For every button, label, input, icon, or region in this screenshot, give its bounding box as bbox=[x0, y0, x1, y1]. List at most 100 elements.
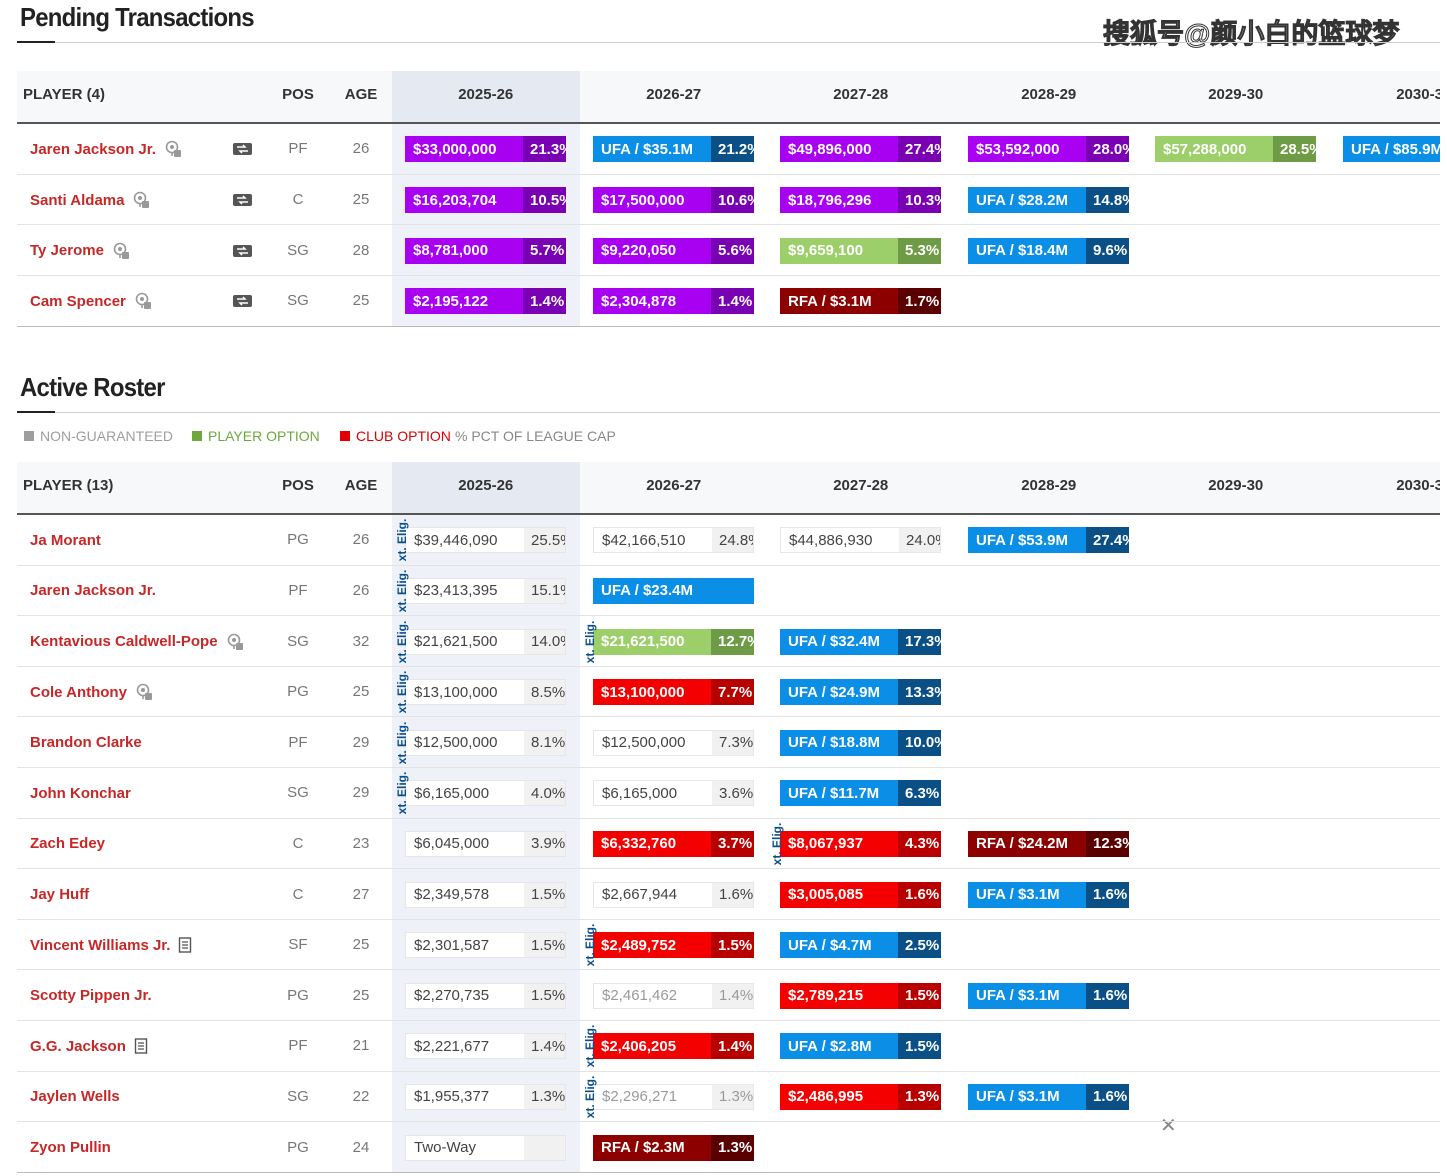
player-name[interactable]: Kentavious Caldwell-Pope bbox=[30, 633, 218, 650]
legend-item: PLAYER OPTION bbox=[192, 428, 320, 444]
legend-swatch bbox=[192, 431, 202, 441]
ufa-cell: UFA / $23.4M bbox=[593, 577, 754, 604]
amount: UFA / $4.7M bbox=[780, 932, 898, 959]
player-name[interactable]: Zach Edey bbox=[30, 835, 106, 853]
player-name[interactable]: Scotty Pippen Jr. bbox=[30, 987, 152, 1005]
pct: 1.4% bbox=[524, 1034, 565, 1059]
age-header: AGE bbox=[344, 477, 378, 494]
pos-header: POS bbox=[282, 477, 314, 494]
pct: 1.4% bbox=[711, 1033, 754, 1060]
row-rule bbox=[17, 817, 1440, 819]
pct: 4.3% bbox=[898, 830, 941, 857]
age: 32 bbox=[352, 632, 370, 650]
player-name[interactable]: Jaren Jackson Jr. bbox=[30, 140, 156, 158]
player-cell: Cam Spencer bbox=[30, 291, 152, 311]
amount: $6,045,000 bbox=[406, 831, 524, 856]
legend-label: CLUB OPTION bbox=[356, 428, 451, 444]
row-rule bbox=[17, 767, 1440, 768]
player-name[interactable]: Jaylen Wells bbox=[30, 1088, 120, 1106]
guaranteed-cell: $2,349,578 1.5% bbox=[405, 881, 566, 908]
player-cell: Zyon Pullin bbox=[30, 1138, 111, 1158]
player-name[interactable]: Jaren Jackson Jr. bbox=[30, 582, 156, 600]
age: 21 bbox=[352, 1037, 370, 1055]
amount: $2,270,735 bbox=[406, 983, 524, 1008]
title-underline bbox=[17, 41, 55, 43]
pct: 28.5% bbox=[1273, 136, 1316, 163]
legend-label: NON-GUARANTEED bbox=[40, 428, 174, 444]
season-header: 2026-27 bbox=[646, 477, 702, 494]
eligibility-note: xt. Elig. bbox=[395, 518, 409, 562]
player-name[interactable]: Ja Morant bbox=[30, 531, 101, 549]
club-option-cell: $2,489,752 1.5% bbox=[593, 932, 754, 959]
row-rule bbox=[17, 1121, 1440, 1123]
amount: $8,067,937 bbox=[780, 830, 898, 857]
amount: $16,203,704 bbox=[405, 187, 523, 214]
pos: PF bbox=[288, 1037, 308, 1055]
row-rule bbox=[17, 1171, 1440, 1173]
age-header: AGE bbox=[344, 86, 378, 103]
player-name[interactable]: Vincent Williams Jr. bbox=[30, 936, 171, 954]
rfa-cell: RFA / $2.3M 1.3% bbox=[593, 1134, 754, 1161]
guaranteed-cell: $1,955,377 1.3% bbox=[405, 1083, 566, 1110]
player-name[interactable]: John Konchar bbox=[30, 784, 131, 802]
pct: 7.3% bbox=[712, 730, 753, 755]
amount: $2,195,122 bbox=[405, 288, 523, 315]
row-rule bbox=[17, 275, 1440, 277]
trade-icon bbox=[233, 243, 255, 264]
amount: $42,166,510 bbox=[594, 528, 712, 553]
amount: $2,667,944 bbox=[594, 882, 712, 907]
pin-icon bbox=[135, 683, 153, 701]
pct: 13.3% bbox=[898, 679, 941, 706]
eligibility-note: xt. Elig. bbox=[770, 822, 784, 866]
pos-header: POS bbox=[282, 86, 314, 103]
pending-cell: $9,220,050 5.6% bbox=[593, 237, 754, 264]
player-name[interactable]: Cole Anthony bbox=[30, 683, 127, 701]
amount: $2,789,215 bbox=[780, 982, 898, 1009]
pct: 17.3% bbox=[898, 628, 941, 655]
guaranteed-cell: $13,100,000 8.5% bbox=[405, 679, 566, 706]
season-header: 2029-30 bbox=[1208, 86, 1264, 103]
pct: 21.3% bbox=[523, 136, 566, 163]
pct: 24.0% bbox=[899, 528, 940, 553]
age: 22 bbox=[352, 1087, 370, 1105]
player-name[interactable]: Ty Jerome bbox=[30, 242, 104, 260]
pct: 1.6% bbox=[898, 881, 941, 908]
ufa-cell: UFA / $18.4M 9.6% bbox=[968, 237, 1129, 264]
eligibility-note: xt. Elig. bbox=[583, 620, 597, 663]
player-cell: Santi Aldama bbox=[30, 190, 150, 210]
guaranteed-cell: $2,301,587 1.5% bbox=[405, 932, 566, 959]
player-name[interactable]: G.G. Jackson bbox=[30, 1037, 126, 1055]
age: 26 bbox=[352, 140, 370, 158]
guaranteed-cell: $6,045,000 3.9% bbox=[405, 830, 566, 857]
player-name[interactable]: Brandon Clarke bbox=[30, 734, 142, 752]
eligibility-note: xt. Elig. bbox=[583, 923, 597, 967]
pending-cell: $2,195,122 1.4% bbox=[405, 288, 566, 315]
amount: $6,165,000 bbox=[406, 781, 524, 806]
amount: $9,220,050 bbox=[593, 237, 711, 264]
amount: $21,621,500 bbox=[593, 628, 711, 655]
age: 28 bbox=[352, 241, 370, 259]
amount: $57,288,000 bbox=[1155, 136, 1273, 163]
player-cell: Jaren Jackson Jr. bbox=[30, 139, 182, 159]
player-name[interactable]: Santi Aldama bbox=[30, 191, 125, 209]
age: 27 bbox=[352, 885, 370, 903]
pct: 27.4% bbox=[898, 136, 941, 163]
amount: $2,489,752 bbox=[593, 932, 711, 959]
player-name[interactable]: Cam Spencer bbox=[30, 292, 126, 310]
close-icon[interactable]: ✕ bbox=[1160, 1115, 1177, 1137]
amount: $33,000,000 bbox=[405, 136, 523, 163]
guaranteed-cell: $12,500,000 7.3% bbox=[593, 729, 754, 756]
age: 24 bbox=[352, 1138, 370, 1156]
amount: $1,955,377 bbox=[406, 1084, 524, 1109]
trade-icon bbox=[233, 141, 255, 162]
row-rule bbox=[17, 564, 1440, 566]
guaranteed-cell: $2,221,677 1.4% bbox=[405, 1033, 566, 1060]
player-name[interactable]: Jay Huff bbox=[30, 886, 90, 903]
amount: $2,406,205 bbox=[593, 1033, 711, 1060]
pct: 1.3% bbox=[711, 1134, 754, 1161]
player-name[interactable]: Zyon Pullin bbox=[30, 1139, 111, 1156]
pct: 1.4% bbox=[523, 288, 566, 315]
pct: 2.5% bbox=[898, 932, 941, 959]
